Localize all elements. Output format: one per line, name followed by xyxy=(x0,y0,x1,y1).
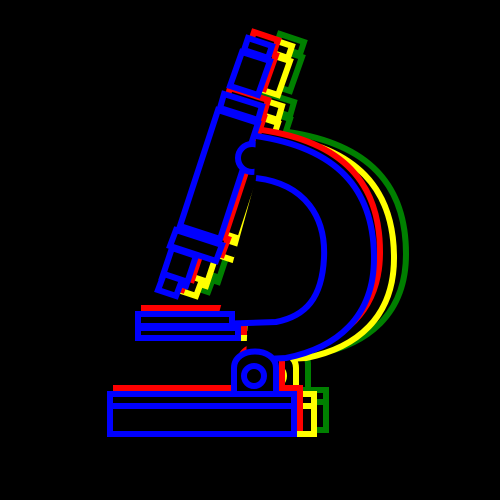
blue-outline-layer xyxy=(110,38,374,434)
